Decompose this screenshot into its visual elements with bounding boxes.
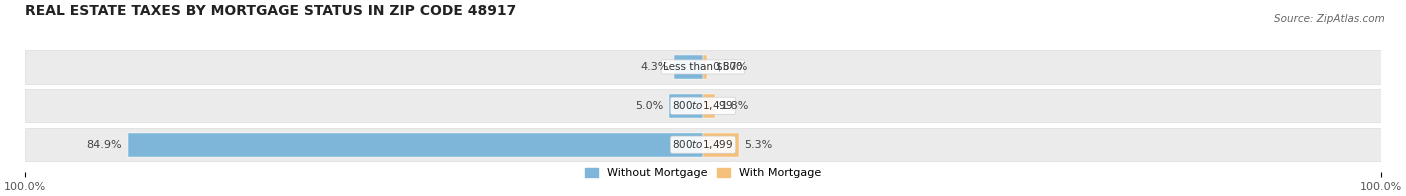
Bar [703,94,716,118]
Text: 5.0%: 5.0% [636,101,664,111]
Bar [25,50,1381,83]
Text: 84.9%: 84.9% [87,140,122,150]
Bar [25,89,1381,122]
Bar [703,55,707,79]
Bar [673,55,703,79]
Text: $800 to $1,499: $800 to $1,499 [672,99,734,112]
Legend: Without Mortgage, With Mortgage: Without Mortgage, With Mortgage [585,168,821,178]
Text: 4.3%: 4.3% [640,62,668,72]
Text: 5.3%: 5.3% [744,140,772,150]
Text: REAL ESTATE TAXES BY MORTGAGE STATUS IN ZIP CODE 48917: REAL ESTATE TAXES BY MORTGAGE STATUS IN … [25,4,516,18]
Text: $800 to $1,499: $800 to $1,499 [672,138,734,151]
Bar [25,128,1381,161]
Text: 0.57%: 0.57% [713,62,748,72]
Bar [703,133,740,157]
Text: Less than $800: Less than $800 [664,62,742,72]
Text: Source: ZipAtlas.com: Source: ZipAtlas.com [1274,14,1385,24]
Text: 1.8%: 1.8% [721,101,749,111]
Bar [128,133,703,157]
Bar [669,94,703,118]
